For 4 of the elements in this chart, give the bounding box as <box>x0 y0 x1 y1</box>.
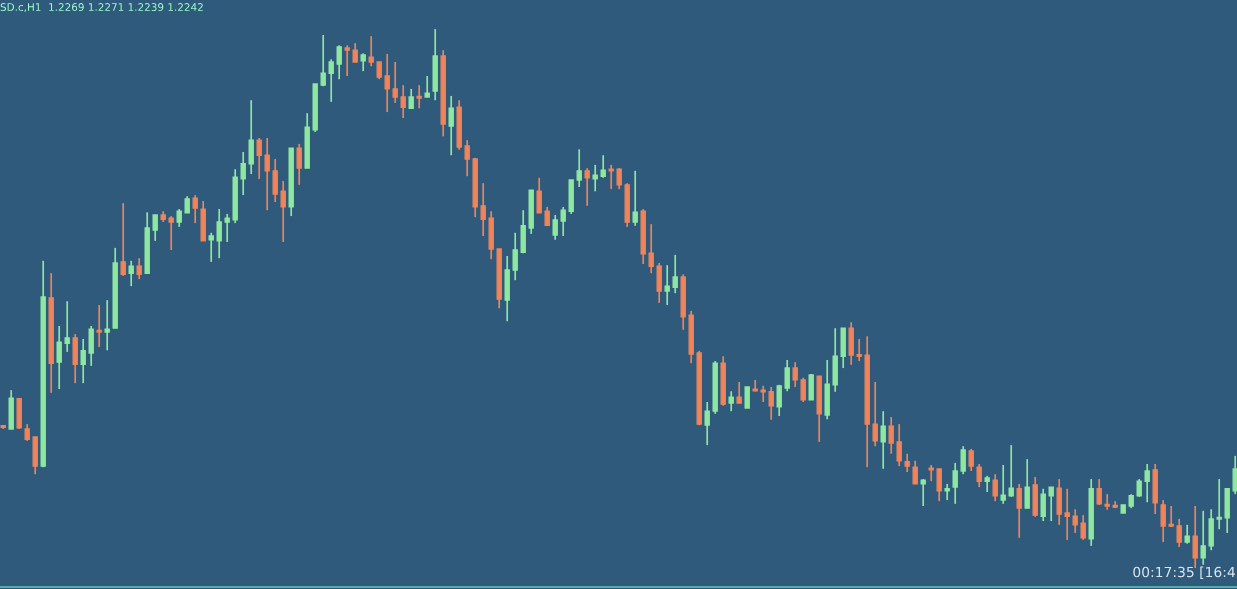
chart-title: SD.c,H1 1.2269 1.2271 1.2239 1.2242 <box>0 3 203 13</box>
candlestick <box>744 386 750 409</box>
candlestick <box>1120 504 1126 514</box>
annotation: 00:17:35 [16:4 <box>1133 566 1235 579</box>
